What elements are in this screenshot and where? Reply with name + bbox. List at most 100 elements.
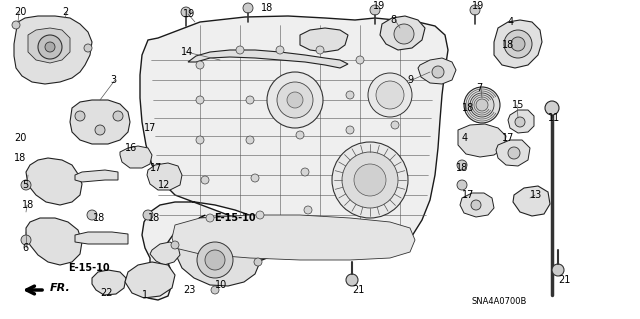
- Polygon shape: [460, 193, 494, 217]
- Circle shape: [386, 154, 394, 162]
- Circle shape: [346, 274, 358, 286]
- Circle shape: [296, 96, 304, 104]
- Circle shape: [243, 3, 253, 13]
- Circle shape: [84, 44, 92, 52]
- Circle shape: [95, 125, 105, 135]
- Circle shape: [287, 92, 303, 108]
- Text: 21: 21: [558, 275, 570, 285]
- Text: 19: 19: [373, 1, 385, 11]
- Text: 14: 14: [181, 47, 193, 57]
- Text: 10: 10: [215, 280, 227, 290]
- Text: 17: 17: [144, 123, 156, 133]
- Circle shape: [12, 21, 20, 29]
- Circle shape: [346, 91, 354, 99]
- Circle shape: [196, 136, 204, 144]
- Text: 6: 6: [22, 243, 28, 253]
- Circle shape: [38, 35, 62, 59]
- Text: 18: 18: [456, 163, 468, 173]
- Polygon shape: [300, 28, 348, 52]
- Polygon shape: [188, 50, 348, 68]
- Text: 8: 8: [390, 15, 396, 25]
- Circle shape: [368, 73, 412, 117]
- Circle shape: [304, 206, 312, 214]
- Circle shape: [197, 242, 233, 278]
- Circle shape: [143, 210, 153, 220]
- Text: 20: 20: [14, 7, 26, 17]
- Circle shape: [348, 161, 356, 169]
- Circle shape: [276, 46, 284, 54]
- Circle shape: [552, 264, 564, 276]
- Polygon shape: [92, 270, 126, 295]
- Text: 18: 18: [462, 103, 474, 113]
- Text: 21: 21: [352, 285, 364, 295]
- Text: 16: 16: [125, 143, 137, 153]
- Text: 7: 7: [476, 83, 483, 93]
- Circle shape: [464, 87, 500, 123]
- Circle shape: [205, 250, 225, 270]
- Text: 3: 3: [110, 75, 116, 85]
- Text: 17: 17: [502, 133, 515, 143]
- Circle shape: [394, 24, 414, 44]
- Circle shape: [251, 174, 259, 182]
- Polygon shape: [172, 215, 415, 260]
- Circle shape: [384, 194, 392, 202]
- Text: 9: 9: [407, 75, 413, 85]
- Polygon shape: [75, 232, 128, 244]
- Circle shape: [113, 111, 123, 121]
- Text: 18: 18: [261, 3, 273, 13]
- Circle shape: [470, 93, 494, 117]
- Circle shape: [316, 46, 324, 54]
- Circle shape: [545, 101, 559, 115]
- Polygon shape: [508, 110, 534, 133]
- Polygon shape: [140, 16, 448, 300]
- Text: 15: 15: [512, 100, 524, 110]
- Text: 17: 17: [462, 190, 474, 200]
- Circle shape: [332, 142, 408, 218]
- Polygon shape: [513, 186, 550, 216]
- Circle shape: [391, 121, 399, 129]
- Circle shape: [348, 200, 356, 208]
- Polygon shape: [175, 232, 260, 286]
- Polygon shape: [418, 58, 456, 84]
- Circle shape: [511, 37, 525, 51]
- Polygon shape: [496, 140, 530, 166]
- Circle shape: [356, 56, 364, 64]
- Text: 2: 2: [62, 7, 68, 17]
- Circle shape: [504, 30, 532, 58]
- Circle shape: [246, 96, 254, 104]
- Polygon shape: [494, 20, 542, 68]
- Text: 4: 4: [462, 133, 468, 143]
- Text: 19: 19: [183, 9, 195, 19]
- Circle shape: [457, 160, 467, 170]
- Text: 12: 12: [158, 180, 170, 190]
- Circle shape: [432, 66, 444, 78]
- Circle shape: [171, 241, 179, 249]
- Polygon shape: [26, 158, 82, 205]
- Polygon shape: [28, 28, 70, 63]
- Circle shape: [370, 5, 380, 15]
- Text: 20: 20: [14, 133, 26, 143]
- Polygon shape: [150, 242, 180, 265]
- Circle shape: [471, 200, 481, 210]
- Polygon shape: [125, 262, 175, 298]
- Circle shape: [45, 42, 55, 52]
- Circle shape: [267, 72, 323, 128]
- Circle shape: [75, 111, 85, 121]
- Circle shape: [508, 147, 520, 159]
- Text: 17: 17: [150, 163, 163, 173]
- Circle shape: [206, 214, 214, 222]
- Text: 4: 4: [508, 17, 514, 27]
- Text: 18: 18: [93, 213, 105, 223]
- Text: 22: 22: [100, 288, 113, 298]
- Text: E-15-10: E-15-10: [68, 263, 109, 273]
- Text: 1: 1: [142, 290, 148, 300]
- Circle shape: [515, 117, 525, 127]
- Circle shape: [376, 81, 404, 109]
- Polygon shape: [380, 16, 425, 50]
- Text: FR.: FR.: [50, 283, 71, 293]
- Polygon shape: [26, 218, 82, 265]
- Circle shape: [256, 211, 264, 219]
- Text: 23: 23: [183, 285, 195, 295]
- Text: 18: 18: [502, 40, 515, 50]
- Polygon shape: [147, 163, 182, 190]
